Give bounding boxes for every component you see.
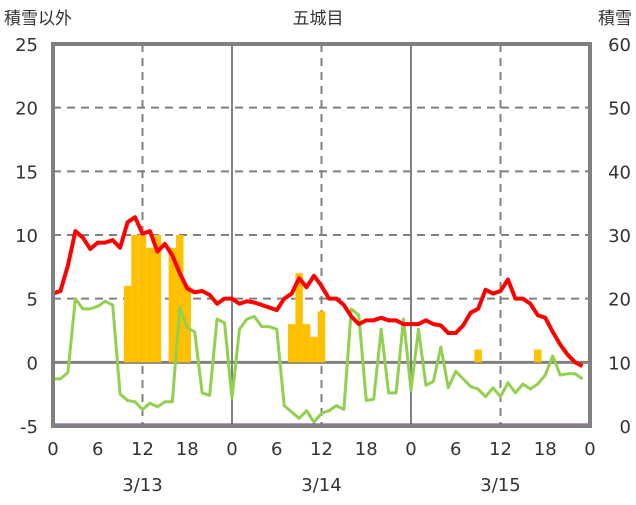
y-tick-left: 10 [15, 226, 38, 247]
plot-frame [51, 42, 592, 428]
precip-bar [123, 285, 132, 363]
y-tick-right: 50 [608, 99, 631, 120]
precip-bar [146, 247, 154, 363]
y-tick-right: 60 [608, 35, 631, 56]
y-tick-left: 20 [15, 99, 38, 120]
date-label: 3/14 [301, 475, 341, 496]
y-tick-left: 25 [15, 35, 38, 56]
y-tick-right: 30 [608, 226, 631, 247]
precip-bar [138, 235, 147, 363]
precip-bar [317, 311, 326, 363]
chart-title: 五城目 [293, 9, 344, 29]
x-tick: 18 [176, 439, 199, 460]
y-tick-left: -5 [20, 417, 38, 438]
x-tick: 12 [489, 439, 512, 460]
precip-bar [302, 324, 311, 363]
precip-bar [310, 336, 318, 363]
x-tick: 6 [450, 439, 461, 460]
precip-bar [176, 235, 184, 363]
x-tick: 0 [405, 439, 416, 460]
precip-bar [131, 235, 139, 363]
x-tick: 18 [534, 439, 557, 460]
precip-bar [153, 235, 162, 363]
temperature-line [52, 215, 584, 368]
y-tick-left: 5 [27, 290, 38, 311]
y-tick-right: 20 [608, 290, 631, 311]
precip-bar [534, 349, 542, 363]
x-tick: 0 [226, 439, 237, 460]
right-axis-label: 積雪 [598, 9, 632, 29]
x-tick: 0 [47, 439, 58, 460]
y-tick-left: 15 [15, 162, 38, 183]
x-tick: 18 [355, 439, 378, 460]
date-label: 3/13 [122, 475, 162, 496]
x-tick: 12 [131, 439, 154, 460]
precip-bar [474, 349, 482, 363]
precip-bar [168, 247, 177, 363]
x-tick: 0 [584, 439, 595, 460]
x-tick: 6 [92, 439, 103, 460]
y-tick-left: 0 [27, 353, 38, 374]
y-tick-right: 40 [608, 162, 631, 183]
y-tick-right: 0 [620, 417, 631, 438]
date-label: 3/15 [480, 475, 520, 496]
green-series-line [53, 297, 584, 424]
x-tick: 6 [271, 439, 282, 460]
precip-bar [287, 324, 296, 363]
y-tick-right: 10 [608, 353, 631, 374]
left-axis-label: 積雪以外 [4, 9, 72, 29]
precip-bar [295, 273, 303, 363]
x-tick: 12 [310, 439, 333, 460]
